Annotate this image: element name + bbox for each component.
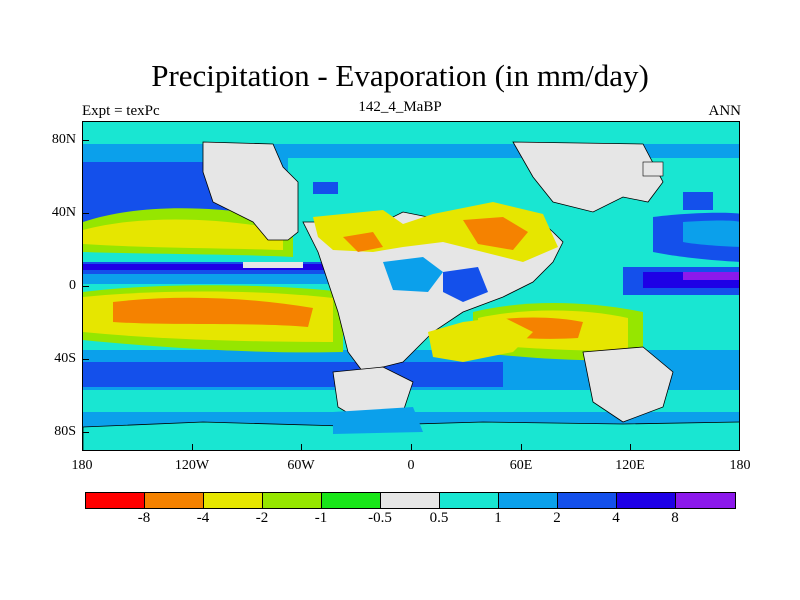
- colorbar-box-10: [676, 493, 735, 508]
- spac-orange: [113, 297, 313, 327]
- blob-1: [642, 161, 664, 177]
- lat-tick-40s: [82, 359, 89, 360]
- lat-tick-40n: [82, 213, 89, 214]
- colorbar-label-5: 0.5: [429, 510, 449, 526]
- lon-tick-0: [411, 444, 412, 451]
- antarctic-coast: [83, 421, 739, 450]
- colorbar-label-2: -2: [255, 510, 269, 526]
- interior-wet-2: [443, 267, 488, 302]
- npac-yellow: [83, 219, 283, 250]
- lon-label-60w: 60W: [287, 458, 315, 473]
- colorbar-box-3: [263, 493, 322, 508]
- lon-tick-60e: [521, 444, 522, 451]
- interior-wet-1: [383, 257, 443, 292]
- lon-label-60e: 60E: [509, 458, 533, 473]
- colorbar-box-0: [86, 493, 145, 508]
- colorbar-box-5: [381, 493, 440, 508]
- lon-label-0: 0: [407, 458, 415, 473]
- blob-2: [683, 192, 713, 210]
- antarctic-blue: [333, 407, 423, 434]
- npac-west-lightblue: [683, 220, 739, 247]
- colorbar-label-8: 4: [612, 510, 620, 526]
- colorbar-box-4: [322, 493, 381, 508]
- landmass-north-america: [202, 141, 299, 241]
- asia-grey-2: [538, 180, 583, 198]
- colorbar-label-6: 1: [494, 510, 502, 526]
- time-period-label: 142_4_MaBP: [358, 99, 442, 115]
- blob-4: [243, 262, 303, 268]
- lon-tick-120w: [192, 444, 193, 451]
- colorbar-box-7: [499, 493, 558, 508]
- lat-tick-0: [82, 286, 89, 287]
- itcz-darkblue: [83, 264, 333, 270]
- interior-south-yellow: [428, 317, 533, 362]
- precip-evap-map: [83, 122, 739, 450]
- colorbar-box-1: [145, 493, 204, 508]
- colorbar: [85, 492, 736, 509]
- band-south-blue: [83, 362, 503, 387]
- plot-title: Precipitation - Evaporation (in mm/day): [151, 58, 649, 93]
- wpac-purple: [683, 272, 739, 280]
- lon-tick-120e: [630, 444, 631, 451]
- experiment-label: Expt = texPc: [82, 103, 160, 119]
- interior-north-orange-2: [343, 232, 383, 252]
- lon-label-120e: 120E: [615, 458, 645, 473]
- colorbar-box-6: [440, 493, 499, 508]
- colorbar-box-9: [617, 493, 676, 508]
- season-label: ANN: [708, 103, 742, 119]
- lat-label-80s: 80S: [54, 424, 76, 439]
- interior-north-orange: [463, 217, 528, 250]
- blob-3: [313, 182, 338, 194]
- colorbar-label-7: 2: [553, 510, 561, 526]
- colorbar-label-3: -1: [314, 510, 328, 526]
- colorbar-box-2: [204, 493, 263, 508]
- map-panel: [82, 121, 740, 451]
- colorbar-label-1: -4: [196, 510, 210, 526]
- lon-tick-60w: [301, 444, 302, 451]
- itcz-lightblue: [83, 274, 333, 284]
- lon-label-180w: 180: [71, 458, 93, 473]
- lon-label-180e: 180: [729, 458, 751, 473]
- colorbar-label-0: -8: [137, 510, 151, 526]
- colorbar-box-8: [558, 493, 617, 508]
- lon-label-120w: 120W: [174, 458, 210, 473]
- lat-label-40s: 40S: [54, 351, 76, 366]
- lat-label-40n: 40N: [51, 205, 76, 220]
- colorbar-label-4: -0.5: [368, 510, 392, 526]
- lat-label-0: 0: [69, 278, 76, 293]
- landmass-australia: [582, 346, 674, 423]
- lat-tick-80n: [82, 140, 89, 141]
- colorbar-label-9: 8: [671, 510, 679, 526]
- lat-label-80n: 80N: [51, 132, 76, 147]
- lat-tick-80s: [82, 432, 89, 433]
